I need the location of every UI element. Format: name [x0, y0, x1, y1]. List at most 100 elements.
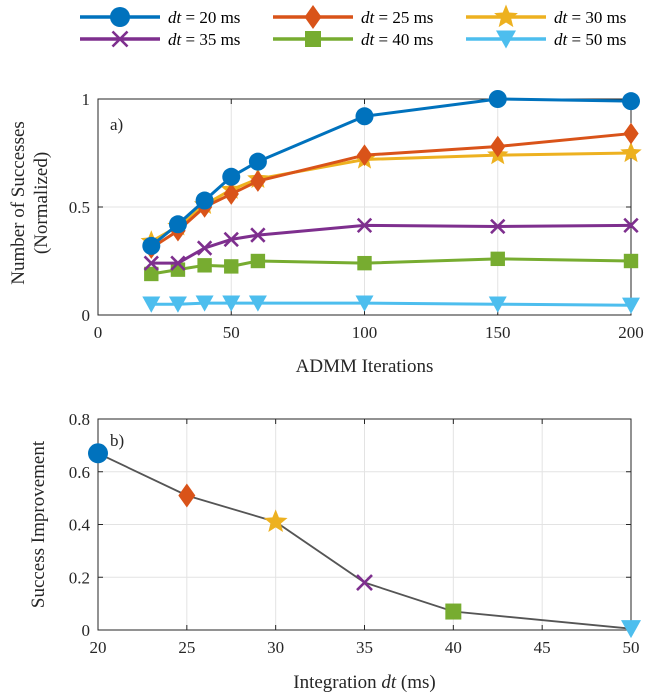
x-tick-label: 25	[178, 638, 195, 657]
data-point	[223, 183, 239, 205]
data-point	[224, 259, 239, 274]
data-point	[168, 215, 187, 234]
x-axis-label: Integration dt (ms)	[293, 672, 435, 693]
legend-item: dt = 35 ms	[80, 30, 240, 49]
legend-marker-star	[494, 4, 518, 28]
x-tick-label: 0	[94, 323, 103, 342]
data-point	[490, 251, 505, 267]
legend-rest: = 20 ms	[181, 8, 240, 27]
series-line	[150, 132, 632, 250]
series-line	[151, 257, 632, 276]
legend-label: dt = 25 ms	[361, 8, 433, 27]
x-axis-label: ADMM Iterations	[296, 356, 434, 377]
y-tick-label: 1	[82, 90, 91, 109]
legend-marker-circle	[110, 7, 130, 27]
data-point	[143, 255, 159, 271]
x-axis-label-prefix: Integration	[293, 672, 381, 693]
legend-var: dt	[168, 30, 183, 49]
data-point	[356, 144, 373, 166]
x-tick-label: 20	[90, 638, 107, 657]
x-tick-label: 150	[485, 323, 511, 342]
legend-var: dt	[168, 8, 183, 27]
data-point-star	[263, 509, 288, 532]
legend-var: dt	[554, 8, 569, 27]
data-point-square	[445, 603, 462, 620]
panel-b: 20 25 30 35 40 45 50 0 0.2 0.4 0.6 0.8 b) Integration…	[28, 410, 641, 693]
legend-item: dt = 25 ms	[273, 5, 433, 29]
legend-label: dt = 35 ms	[168, 30, 240, 49]
data-point	[488, 296, 507, 313]
data-point-diamond	[178, 483, 196, 508]
legend-label: dt = 50 ms	[554, 30, 626, 49]
data-point	[197, 258, 212, 273]
series-circle	[142, 90, 640, 255]
y-axis-label-line2: (Normalized)	[31, 152, 52, 254]
legend-item: dt = 50 ms	[466, 30, 626, 49]
data-point	[620, 141, 642, 163]
legend-var: dt	[361, 8, 376, 27]
data-point	[623, 217, 639, 234]
legend-var: dt	[361, 30, 376, 49]
series-line	[151, 301, 632, 307]
data-point	[248, 295, 267, 312]
y-axis-label: Success Improvement	[28, 440, 49, 608]
y-tick-label: 0.6	[69, 463, 90, 482]
legend-label: dt = 40 ms	[361, 30, 433, 49]
data-point	[622, 297, 640, 314]
improvement-line	[97, 452, 632, 630]
x-tick-label: 35	[356, 638, 373, 657]
legend-rest: = 40 ms	[374, 30, 433, 49]
data-point-circle	[88, 443, 108, 464]
legend-marker-x	[111, 30, 129, 48]
data-point	[142, 296, 161, 313]
y-axis-label: Number of Successes (Normalized)	[8, 121, 52, 285]
y-tick-label: 0.4	[69, 516, 91, 535]
x-tick-label: 200	[618, 323, 644, 342]
series-line	[151, 223, 632, 265]
legend-item: dt = 30 ms	[466, 4, 626, 28]
legend-marker-triangle-down	[496, 30, 516, 49]
data-point	[357, 255, 372, 271]
legend-marker-square	[305, 31, 321, 47]
data-point	[170, 255, 186, 271]
data-point	[623, 253, 639, 269]
x-tick-label: 40	[445, 638, 462, 657]
legend-rest: = 25 ms	[374, 8, 433, 27]
data-point	[250, 227, 266, 243]
x-tick-label: 50	[223, 323, 240, 342]
data-point	[196, 240, 213, 256]
data-point	[195, 191, 214, 210]
series-line	[150, 97, 632, 248]
legend-var: dt	[554, 30, 569, 49]
legend-label: dt = 20 ms	[168, 8, 240, 27]
data-point	[355, 107, 374, 126]
data-point	[142, 236, 161, 255]
data-point	[355, 295, 374, 312]
legend-item: dt = 40 ms	[273, 30, 433, 49]
y-tick-label: 0.5	[69, 198, 90, 217]
x-axis-label-suffix: (ms)	[396, 672, 436, 693]
data-point	[250, 253, 266, 269]
data-point	[250, 170, 266, 192]
x-tick-label: 100	[352, 323, 378, 342]
data-point	[168, 296, 187, 313]
data-point	[490, 135, 506, 158]
legend-label: dt = 30 ms	[554, 8, 626, 27]
data-point	[622, 92, 640, 111]
panel-label: b)	[110, 431, 124, 450]
legend-rest: = 35 ms	[181, 30, 240, 49]
legend-rest: = 30 ms	[567, 8, 626, 27]
data-point	[490, 218, 506, 235]
panel-a: 0 50 100 150 200 0 0.5 1 a) ADMM Iterations Number…	[8, 90, 644, 377]
data-point	[222, 295, 241, 312]
y-tick-label: 0.8	[69, 410, 90, 429]
data-point	[623, 122, 639, 145]
data-point	[222, 167, 241, 186]
legend-marker-diamond	[304, 5, 322, 29]
legend-item: dt = 20 ms	[80, 7, 240, 27]
legend-rest: = 50 ms	[567, 30, 626, 49]
data-point-x	[356, 574, 373, 591]
panel-label: a)	[110, 115, 123, 134]
x-tick-label: 50	[623, 638, 640, 657]
